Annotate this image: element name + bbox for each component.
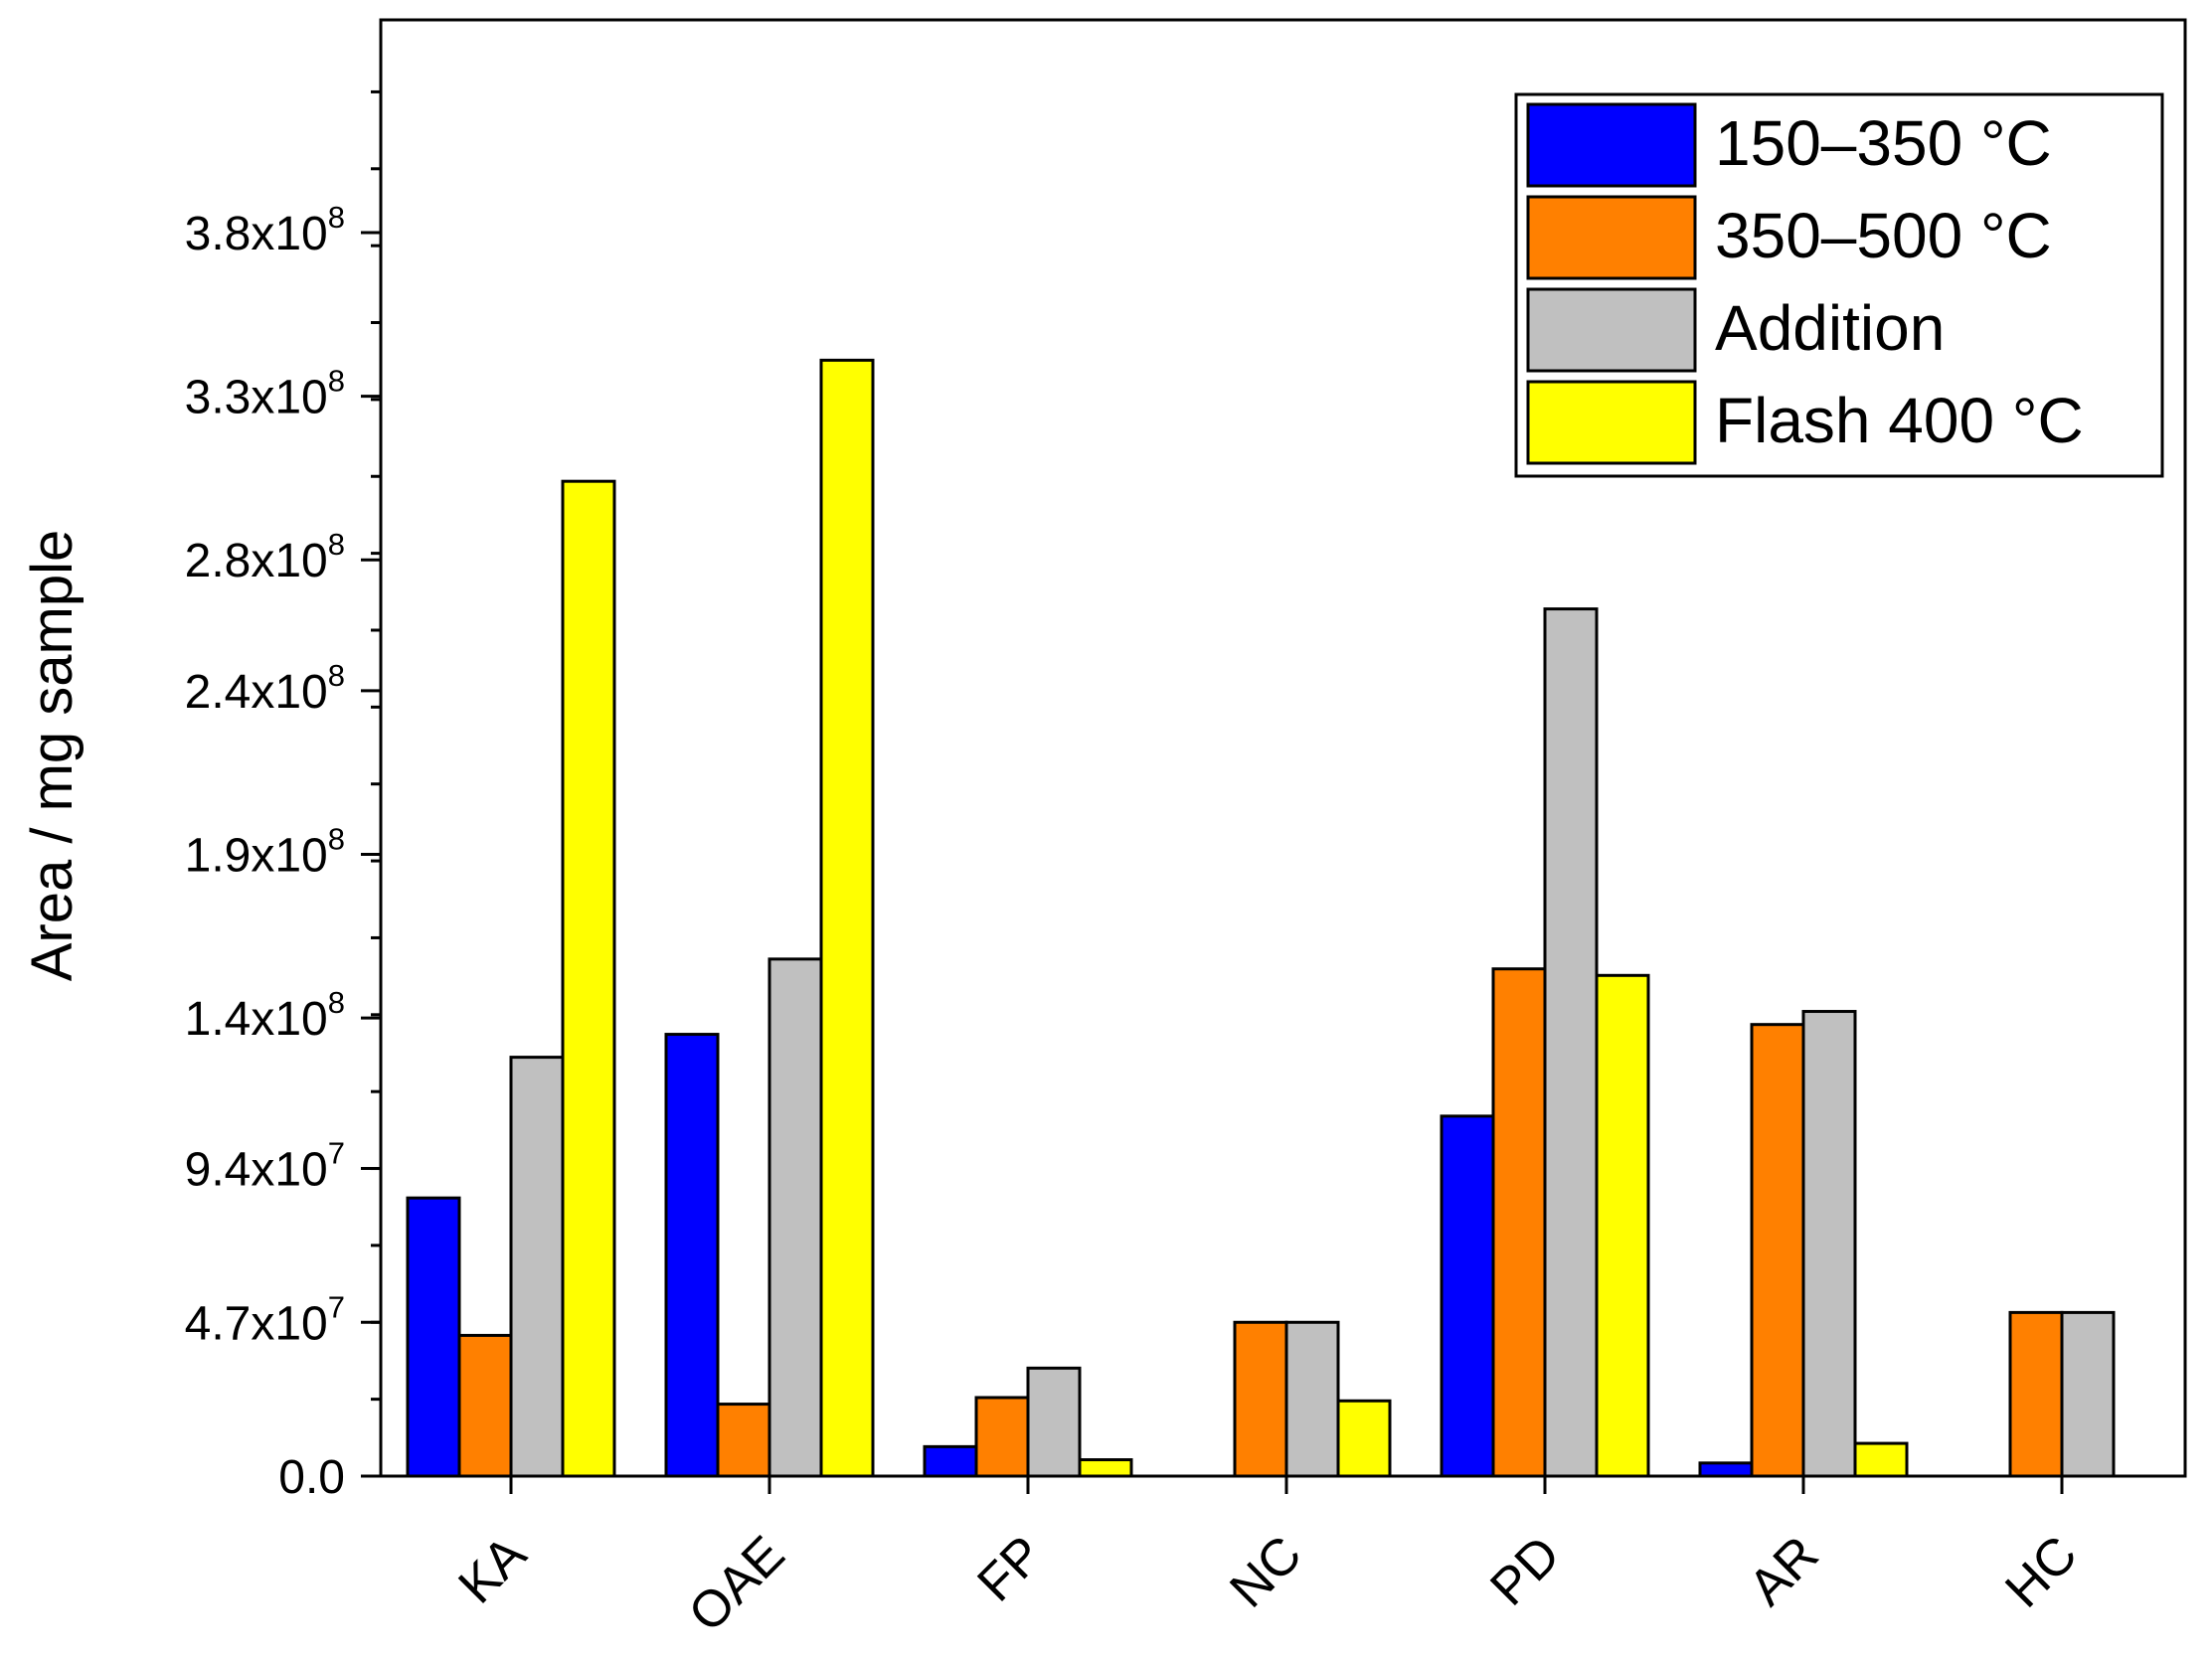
bar-ar-1 bbox=[1698, 1461, 1754, 1478]
bar-nc-2 bbox=[1233, 1320, 1288, 1478]
bar-pd-4 bbox=[1595, 973, 1650, 1478]
legend-swatch bbox=[1526, 195, 1697, 280]
y-tick-label: 2.8x108 bbox=[185, 527, 345, 587]
bar-ka-2 bbox=[457, 1333, 513, 1478]
y-tick-label: 1.4x108 bbox=[185, 985, 345, 1046]
bar-fp-2 bbox=[974, 1396, 1030, 1478]
bar-ar-4 bbox=[1853, 1441, 1909, 1478]
bar-ka-1 bbox=[406, 1196, 461, 1478]
legend-swatch bbox=[1526, 380, 1697, 465]
x-tick-label: KA bbox=[447, 1525, 537, 1614]
bar-fp-3 bbox=[1026, 1366, 1082, 1478]
legend-label: Addition bbox=[1715, 292, 1945, 364]
bar-hc-3 bbox=[2060, 1310, 2116, 1478]
x-tick-label: NC bbox=[1219, 1525, 1312, 1618]
legend-label: 350–500 °C bbox=[1715, 200, 2052, 271]
legend-label: 150–350 °C bbox=[1715, 107, 2052, 179]
x-tick-label: OAE bbox=[678, 1525, 796, 1643]
bar-ka-4 bbox=[561, 479, 616, 1478]
bar-oae-1 bbox=[664, 1033, 720, 1478]
bars-layer bbox=[406, 358, 2116, 1478]
y-tick-label: 9.4x107 bbox=[185, 1136, 345, 1197]
bar-fp-1 bbox=[923, 1444, 978, 1478]
legend: 150–350 °C 350–500 °C Addition Flash 400 °C bbox=[1514, 92, 2164, 478]
legend-swatch bbox=[1526, 287, 1697, 373]
bar-oae-3 bbox=[767, 957, 823, 1478]
y-tick-label: 3.8x108 bbox=[185, 200, 345, 260]
bar-fp-4 bbox=[1078, 1458, 1133, 1478]
bar-pd-2 bbox=[1491, 967, 1547, 1478]
legend-swatch bbox=[1526, 102, 1697, 188]
y-tick-label: 2.4x108 bbox=[185, 658, 345, 719]
y-axis-label: Area / mg sample bbox=[20, 530, 85, 982]
plot-frame bbox=[379, 18, 2187, 1478]
x-tick-label: FP bbox=[966, 1525, 1054, 1612]
bar-nc-3 bbox=[1284, 1320, 1340, 1478]
bar-ka-3 bbox=[509, 1056, 565, 1478]
bar-ar-2 bbox=[1750, 1023, 1805, 1478]
x-tick-label: PD bbox=[1479, 1525, 1571, 1616]
bar-nc-4 bbox=[1336, 1399, 1392, 1478]
bar-hc-2 bbox=[2008, 1310, 2064, 1478]
bar-oae-4 bbox=[819, 358, 875, 1478]
y-tick-label: 3.3x108 bbox=[185, 364, 345, 424]
y-tick-label: 4.7x107 bbox=[185, 1289, 345, 1350]
bar-pd-3 bbox=[1543, 607, 1599, 1478]
x-tick-label: HC bbox=[1994, 1525, 2088, 1618]
legend-label: Flash 400 °C bbox=[1715, 385, 2084, 456]
bar-pd-1 bbox=[1440, 1114, 1495, 1478]
bar-oae-2 bbox=[716, 1403, 771, 1478]
y-tick-label: 0.0 bbox=[278, 1451, 345, 1504]
x-tick-label: AR bbox=[1738, 1525, 1829, 1616]
y-tick-label: 1.9x108 bbox=[185, 821, 345, 882]
bar-ar-3 bbox=[1801, 1010, 1857, 1478]
